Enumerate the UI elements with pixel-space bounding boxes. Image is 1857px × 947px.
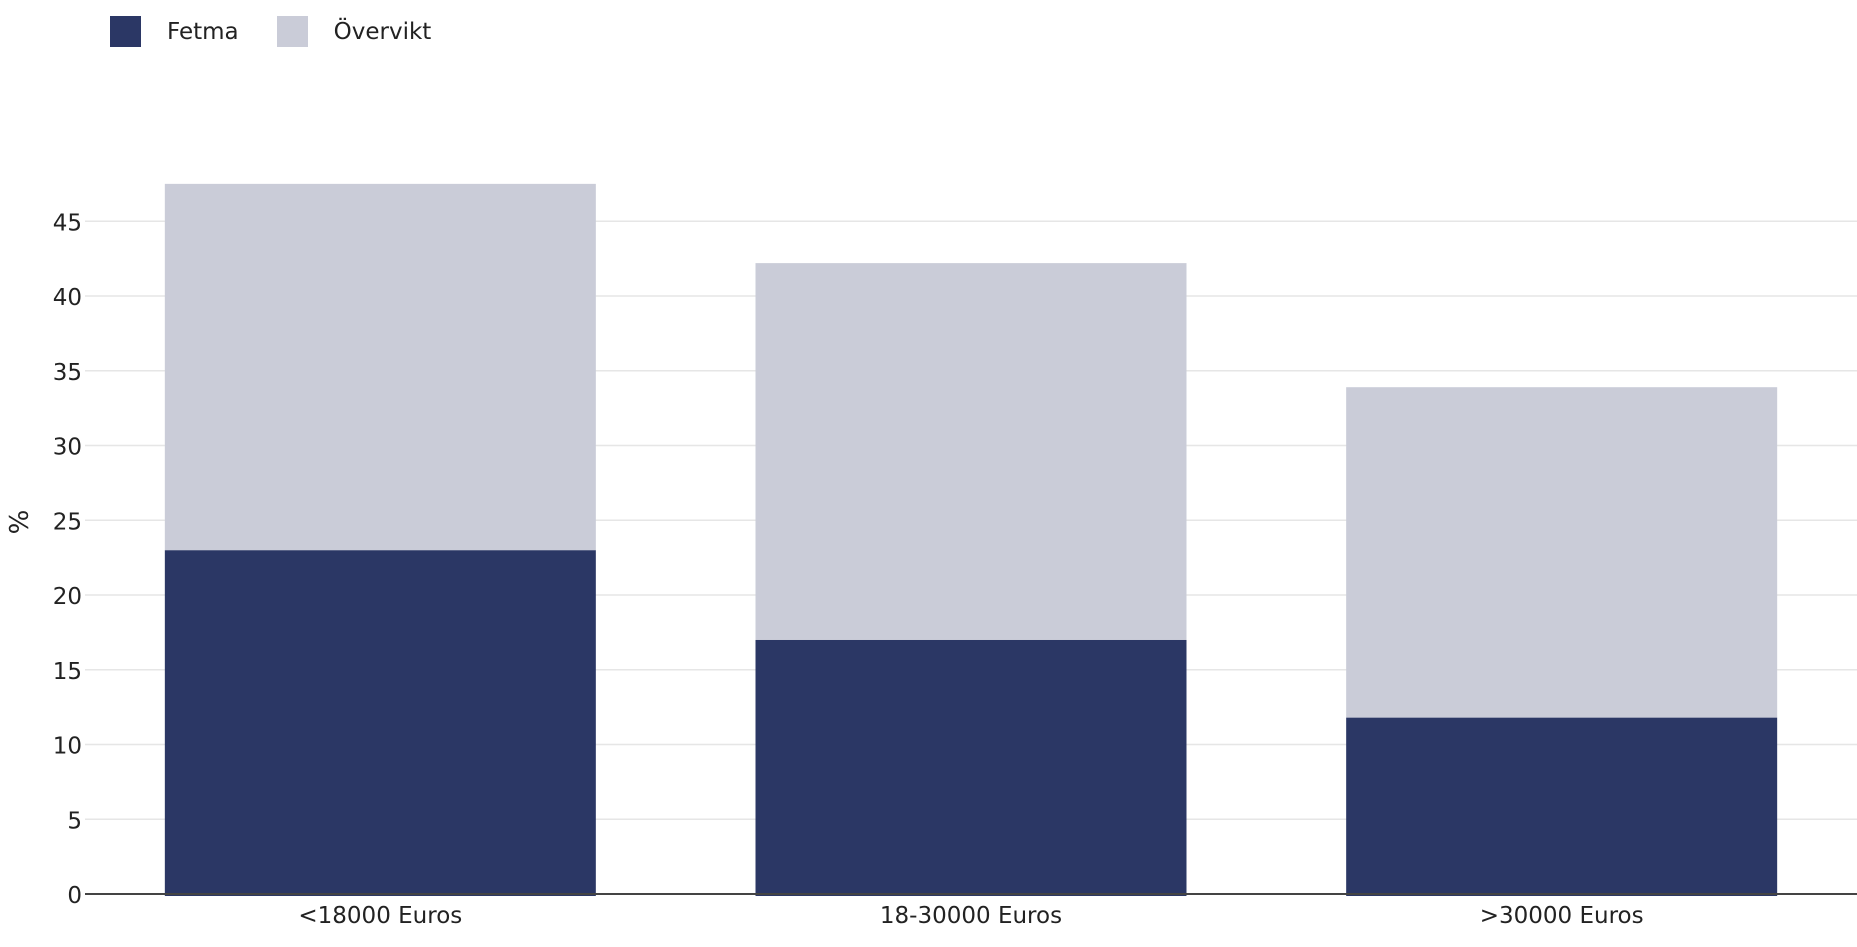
chart-legend: Fetma Övervikt <box>110 16 469 47</box>
bar-vervikt-1 <box>755 263 1187 640</box>
y-axis: 0 5 10 15 20 25 30 35 40 45 <box>53 210 82 909</box>
legend-item-overvikt[interactable]: Övervikt <box>276 16 432 47</box>
bar-vervikt-2 <box>1346 387 1778 718</box>
x-axis: <18000 Euros 18-30000 Euros >30000 Euros <box>85 893 1857 929</box>
y-tick-label-20: 20 <box>53 584 82 610</box>
y-tick-label-35: 35 <box>53 360 82 386</box>
legend-swatch-overvikt <box>276 16 308 47</box>
y-tick-label-0: 0 <box>67 883 82 909</box>
bars-group <box>164 183 1778 896</box>
bar-vervikt-0 <box>164 183 596 551</box>
legend-label-fetma: Fetma <box>167 18 239 45</box>
y-axis-label: % <box>5 510 35 535</box>
legend-swatch-fetma <box>110 16 141 47</box>
legend-item-fetma[interactable]: Fetma <box>110 16 239 47</box>
x-tick-label-1: 18-30000 Euros <box>880 903 1062 929</box>
x-tick-label-0: <18000 Euros <box>298 903 462 929</box>
y-tick-label-40: 40 <box>53 285 82 311</box>
bar-fetma-0 <box>164 550 596 896</box>
legend-label-overvikt: Övervikt <box>333 18 432 45</box>
y-tick-label-45: 45 <box>53 210 82 236</box>
y-tick-label-15: 15 <box>53 659 82 685</box>
y-tick-label-5: 5 <box>67 808 82 834</box>
x-tick-label-2: >30000 Euros <box>1480 903 1644 929</box>
bar-fetma-1 <box>755 639 1187 896</box>
y-tick-label-30: 30 <box>53 435 82 461</box>
y-tick-label-25: 25 <box>53 509 82 535</box>
y-tick-label-10: 10 <box>53 734 82 760</box>
bar-fetma-2 <box>1346 717 1778 896</box>
